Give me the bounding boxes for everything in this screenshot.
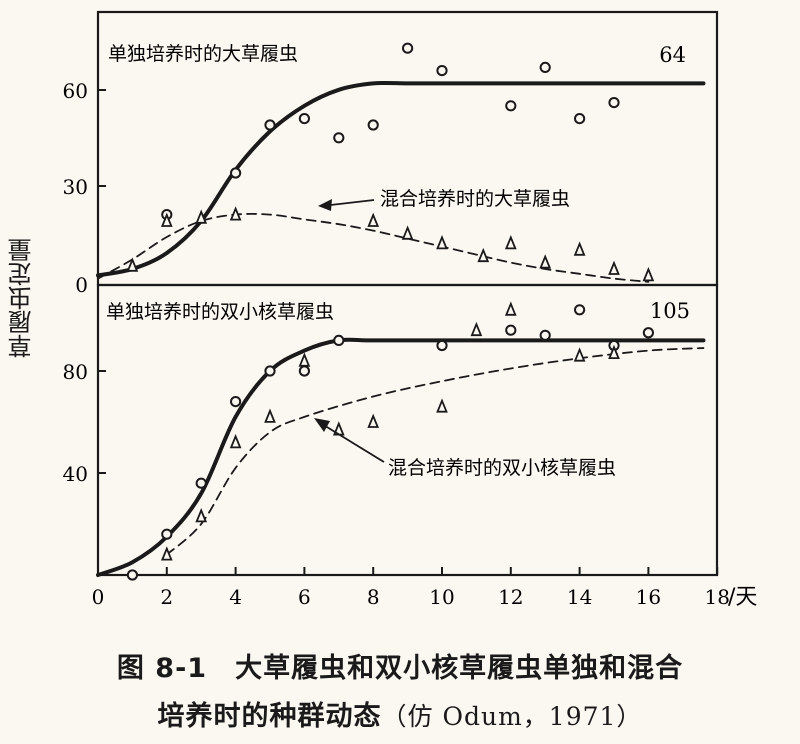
data-point-circle (230, 167, 242, 179)
bottom-panel-frame (96, 283, 719, 577)
figure-caption-line1: 图 8-1 大草履虫和双小核草履虫单独和混合 (116, 653, 684, 684)
data-point-circle (402, 42, 414, 54)
data-point-triangle (160, 546, 173, 561)
data-point-circle (333, 334, 345, 346)
data-point-triangle (195, 507, 208, 523)
data-point-circle (230, 396, 242, 408)
bottom-y-tick-label-40: 40 (63, 462, 88, 486)
data-point-triangle (573, 241, 586, 256)
top-y-tick-label-60: 60 (63, 79, 88, 103)
population-dynamics-figure: 60 30 0 80 40 0 2 4 6 8 10 12 14 16 18 单独培养时的大草履虫… (63, 10, 757, 610)
data-point-triangle (367, 413, 380, 428)
data-point-triangle (539, 254, 552, 269)
y-axis-label: 草履虫定量 (8, 238, 36, 358)
data-point-circle (264, 119, 276, 131)
data-point-triangle (229, 206, 242, 221)
arrowhead-double-mixed (314, 418, 330, 432)
data-point-triangle (401, 225, 414, 240)
top-y-tick-label-0: 0 (75, 273, 88, 297)
data-point-triangle (436, 398, 448, 413)
data-point-circle (195, 477, 207, 489)
data-point-circle (436, 65, 448, 77)
data-point-circle (126, 569, 138, 581)
data-point-circle (608, 97, 620, 109)
data-point-triangle (470, 321, 483, 337)
data-point-circle (367, 119, 379, 131)
x-tick-label: 6 (298, 585, 311, 609)
series-fit-line (96, 80, 706, 278)
data-point-circle (505, 324, 517, 336)
data-point-circle (574, 113, 586, 125)
data-point-triangle (608, 344, 620, 360)
data-point-triangle (160, 212, 173, 227)
label-large-mixed: 混合培养时的大草履虫 (380, 188, 570, 210)
data-point-circle (161, 528, 173, 540)
data-point-circle (333, 132, 345, 144)
caption-main: 培养时的种群动态 (157, 701, 382, 732)
data-point-triangle (477, 247, 490, 263)
x-tick-label: 16 (636, 585, 661, 609)
end-label-64: 64 (659, 43, 686, 67)
label-double-alone: 单独培养时的双小核草履虫 (106, 301, 334, 323)
data-point-circle (642, 327, 655, 339)
top-y-axis: 60 30 0 (63, 79, 106, 297)
series-fit-line (97, 212, 650, 283)
x-tick-label: 8 (367, 585, 380, 609)
data-point-triangle (229, 434, 242, 449)
data-point-circle (574, 304, 586, 316)
data-point-circle (298, 113, 310, 125)
data-point-triangle (264, 408, 276, 423)
data-point-triangle (608, 260, 620, 275)
label-double-mixed: 混合培养时的双小核草履虫 (388, 457, 616, 479)
data-point-triangle (573, 347, 586, 362)
end-label-105: 105 (650, 299, 690, 323)
data-point-circle (539, 329, 551, 341)
data-point-triangle (642, 267, 655, 282)
data-point-triangle (195, 209, 208, 224)
x-tick-label: 0 (92, 585, 105, 609)
data-point-circle (505, 100, 517, 112)
top-plot-area (96, 42, 706, 283)
x-axis: 0 2 4 6 8 10 12 14 16 18 (92, 567, 730, 609)
x-unit-label: /天 (728, 585, 757, 610)
x-tick-label: 14 (567, 585, 592, 609)
data-point-triangle (367, 212, 380, 227)
x-tick-label: 4 (229, 585, 242, 609)
data-point-circle (436, 339, 448, 352)
series-fit-line (96, 337, 706, 577)
bottom-y-tick-label-80: 80 (63, 360, 88, 384)
x-tick-label: 18 (704, 585, 729, 609)
caption-source: （仿 Odum，1971） (381, 702, 643, 731)
data-point-circle (264, 365, 276, 377)
data-point-circle (539, 61, 551, 74)
bottom-plot-area (96, 301, 706, 581)
x-tick-label: 10 (429, 585, 454, 609)
arrowhead-large-mixed (318, 199, 332, 211)
data-point-triangle (504, 235, 517, 250)
label-large-alone: 单独培养时的大草履虫 (108, 43, 298, 65)
data-point-triangle (126, 257, 139, 272)
data-point-circle (298, 365, 310, 377)
x-tick-label: 2 (160, 585, 173, 609)
top-y-tick-label-30: 30 (63, 175, 88, 199)
data-point-triangle (298, 352, 311, 367)
arrow-double-mixed (321, 423, 385, 463)
data-point-triangle (436, 235, 448, 250)
data-point-triangle (504, 301, 517, 316)
bottom-y-axis: 80 40 (63, 360, 106, 486)
series-fit-line (165, 347, 705, 556)
figure-caption-line2: 培养时的种群动态（仿 Odum，1971） (0, 694, 800, 733)
x-tick-label: 12 (498, 585, 523, 609)
